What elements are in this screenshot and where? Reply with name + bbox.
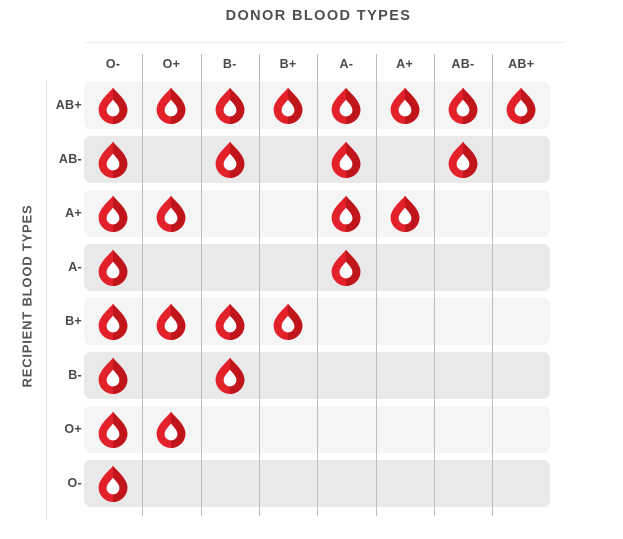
title-divider xyxy=(85,42,565,43)
blood-drop-icon xyxy=(388,195,422,233)
donor-header-label: A+ xyxy=(396,57,414,71)
chart-title: DONOR BLOOD TYPES xyxy=(225,8,412,24)
blood-drop-icon xyxy=(154,303,188,341)
blood-drop-icon xyxy=(96,357,130,395)
column-grid-line xyxy=(492,54,494,516)
y-axis-label: RECIPIENT BLOOD TYPES xyxy=(19,204,35,388)
blood-drop-icon xyxy=(154,87,188,125)
blood-drop-icon xyxy=(329,249,363,287)
blood-drop-icon xyxy=(504,87,538,125)
column-grid-line xyxy=(142,54,144,516)
column-grid-line xyxy=(375,54,377,516)
blood-drop-icon xyxy=(329,87,363,125)
donor-header-label: O+ xyxy=(162,57,181,71)
recipient-row-label: A+ xyxy=(65,206,82,220)
recipient-row-label: A- xyxy=(68,260,82,274)
column-grid-line xyxy=(317,54,319,516)
recipient-row-label: B+ xyxy=(65,314,82,328)
column-grid-line xyxy=(200,54,202,516)
donor-header-label: A- xyxy=(339,57,354,71)
blood-drop-icon xyxy=(329,141,363,179)
recipient-row-label: AB- xyxy=(58,152,82,166)
blood-drop-icon xyxy=(388,87,422,125)
blood-drop-icon xyxy=(96,141,130,179)
recipient-row-label: B- xyxy=(68,368,82,382)
blood-drop-icon xyxy=(329,195,363,233)
blood-drop-icon xyxy=(213,87,247,125)
recipient-row-label: O- xyxy=(67,476,82,490)
donor-header-label: B+ xyxy=(279,57,297,71)
blood-drop-icon xyxy=(96,303,130,341)
y-axis-line xyxy=(46,80,47,520)
donor-header-label: AB+ xyxy=(508,57,535,71)
blood-drop-icon xyxy=(154,411,188,449)
blood-drop-icon xyxy=(96,87,130,125)
donor-header-label: AB- xyxy=(451,57,475,71)
recipient-row-label: O+ xyxy=(64,422,82,436)
blood-drop-icon xyxy=(213,357,247,395)
blood-drop-icon xyxy=(446,87,480,125)
blood-drop-icon xyxy=(213,141,247,179)
blood-drop-icon xyxy=(271,87,305,125)
column-grid-line xyxy=(433,54,435,516)
column-grid-line xyxy=(258,54,260,516)
donor-header-label: O- xyxy=(105,57,121,71)
blood-drop-icon xyxy=(96,465,130,503)
blood-drop-icon xyxy=(96,195,130,233)
blood-drop-icon xyxy=(96,249,130,287)
recipient-row-label: AB+ xyxy=(55,98,82,112)
blood-drop-icon xyxy=(213,303,247,341)
blood-drop-icon xyxy=(154,195,188,233)
donor-header-label: B- xyxy=(222,57,237,71)
blood-drop-icon xyxy=(271,303,305,341)
blood-drop-icon xyxy=(446,141,480,179)
blood-drop-icon xyxy=(96,411,130,449)
